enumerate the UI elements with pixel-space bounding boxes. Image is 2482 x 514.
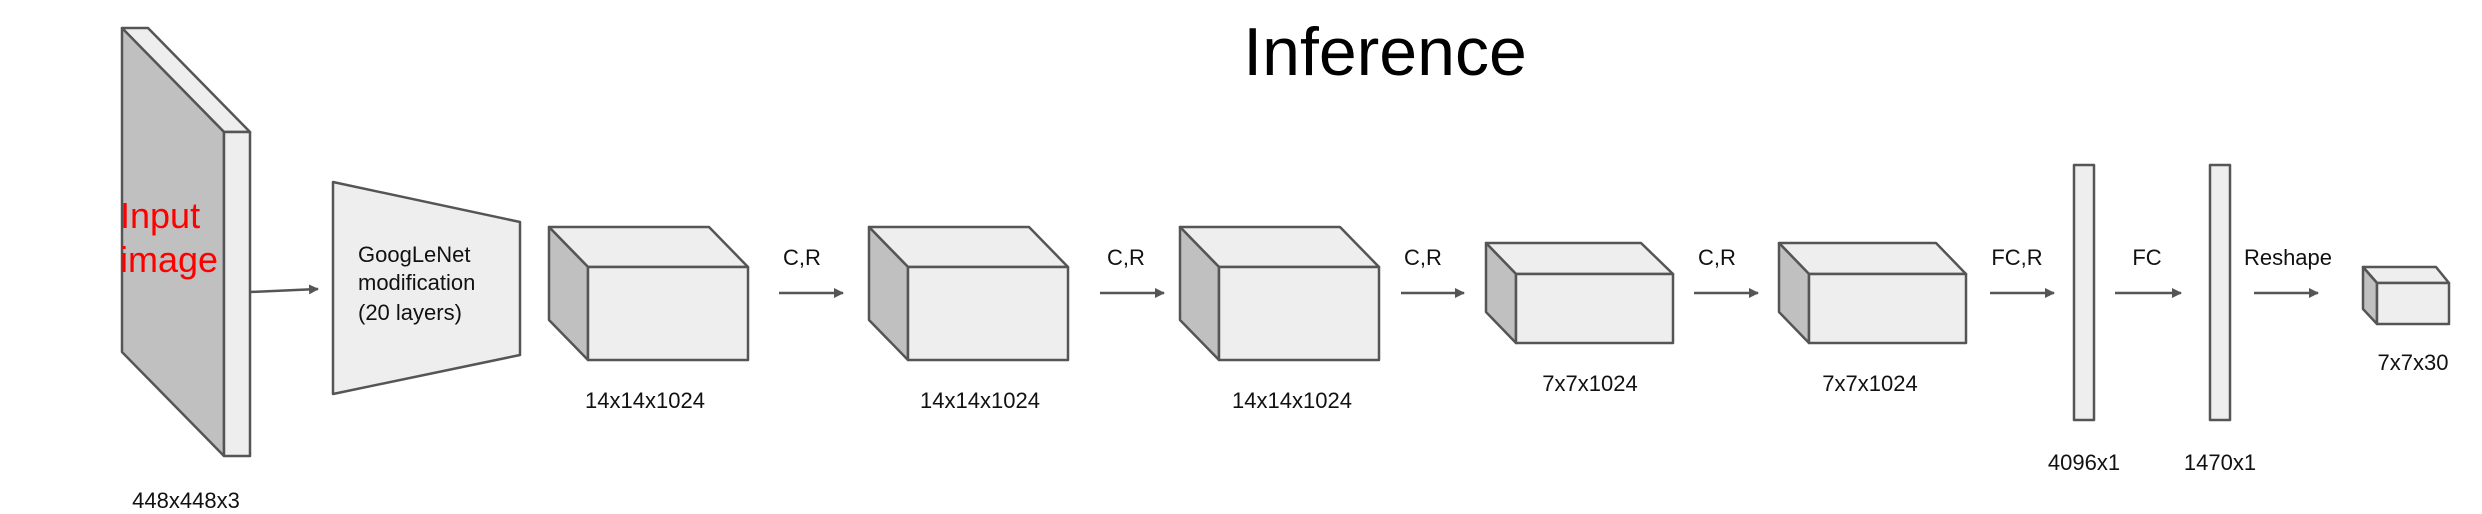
- block-5-size: 7x7x1024: [1822, 371, 1917, 396]
- layer-block-4: [1484, 241, 1675, 345]
- block-2-size: 14x14x1024: [920, 388, 1040, 413]
- block-4-size: 7x7x1024: [1542, 371, 1637, 396]
- op-label-4: C,R: [1698, 245, 1736, 270]
- arrow: [249, 284, 319, 295]
- op-label-5: FC,R: [1991, 245, 2042, 270]
- input-label-line2: image: [120, 239, 218, 280]
- input-label-line1: Input: [120, 195, 200, 236]
- output-block: [2361, 265, 2451, 326]
- googlenet-block: GoogLeNet modification (20 layers): [331, 180, 522, 396]
- diagram-title: Inference: [1243, 14, 1527, 90]
- layer-block-3: [1178, 225, 1381, 362]
- op-label-3: C,R: [1404, 245, 1442, 270]
- fc-vector-1470: [2208, 163, 2232, 422]
- output-size: 7x7x30: [2378, 350, 2449, 375]
- googlenet-line2: modification: [358, 270, 475, 295]
- fc-1-size: 4096x1: [2048, 450, 2120, 475]
- layer-block-1: [547, 225, 750, 362]
- input-size-label: 448x448x3: [132, 488, 240, 513]
- fc-vector-4096: [2072, 163, 2096, 422]
- input-image-slab: Input image: [120, 26, 252, 458]
- op-label-7: Reshape: [2244, 245, 2332, 270]
- op-label-2: C,R: [1107, 245, 1145, 270]
- op-label-1: C,R: [783, 245, 821, 270]
- layer-block-5: [1777, 241, 1968, 345]
- fc-2-size: 1470x1: [2184, 450, 2256, 475]
- block-1-size: 14x14x1024: [585, 388, 705, 413]
- layer-block-2: [867, 225, 1070, 362]
- googlenet-line3: (20 layers): [358, 300, 462, 325]
- op-label-6: FC: [2132, 245, 2161, 270]
- block-3-size: 14x14x1024: [1232, 388, 1352, 413]
- googlenet-line1: GoogLeNet: [358, 242, 471, 267]
